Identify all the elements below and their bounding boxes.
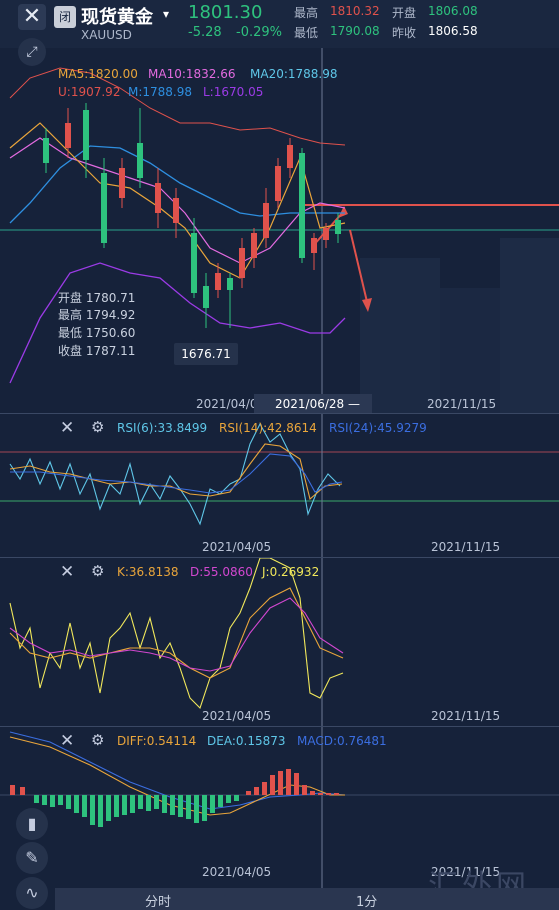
kdj-date-right: 2021/11/15 (431, 709, 501, 723)
ma5-label: MA5:1820.00 (58, 67, 138, 81)
candlestick-icon[interactable]: ▮ (16, 808, 48, 840)
ohlc-close: 收盘 1787.11 (58, 344, 136, 358)
settings-icon[interactable]: ⚙ (91, 418, 105, 436)
ohlc-low: 最低 1750.60 (58, 326, 136, 340)
open-value: 1806.08 (428, 4, 478, 18)
trend-arrow-down (349, 229, 369, 307)
price-change: -5.28 (188, 25, 222, 40)
rsi-date-right: 2021/11/15 (431, 540, 501, 554)
tab-timeshare[interactable]: 分时 (145, 895, 172, 910)
settings-icon[interactable]: ⚙ (91, 562, 105, 580)
macd-date-left: 2021/04/05 (202, 865, 272, 879)
chevron-down-icon[interactable]: ▾ (163, 7, 170, 21)
boll-upper-label: U:1907.92 (58, 85, 121, 99)
ohlc-high: 最高 1794.92 (58, 308, 136, 322)
chart-line-icon[interactable]: ∿ (16, 877, 48, 909)
status-badge: 闭 (54, 6, 76, 28)
macd-diff-label: DIFF:0.54114 (117, 734, 197, 748)
kdj-d-label: D:55.0860 (190, 565, 253, 579)
instrument-title[interactable]: 现货黄金 (81, 7, 153, 28)
last-price: 1801.30 (188, 2, 263, 23)
pen-icon[interactable]: ✎ (16, 842, 48, 874)
macd-chart[interactable] (0, 727, 559, 889)
rsi-chart[interactable] (0, 414, 559, 557)
date-label-left: 2021/04/0 (196, 397, 258, 411)
rsi6-label: RSI(6):33.8499 (117, 421, 208, 435)
price-marker: 1676.71 (174, 343, 238, 365)
open-label: 开盘 (392, 6, 417, 20)
date-label-right: 2021/11/15 (427, 397, 497, 411)
low-value: 1790.08 (330, 24, 380, 38)
instrument-symbol: XAUUSD (81, 28, 132, 42)
tool-toggle-icon[interactable]: ⤢ (18, 38, 46, 66)
arrow-down-head (362, 298, 372, 312)
period-tab-bar (55, 888, 559, 910)
ma10-label: MA10:1832.66 (148, 67, 236, 81)
boll-lower-label: L:1670.05 (203, 85, 264, 99)
close-macd-panel-icon[interactable]: ✕ (60, 731, 75, 751)
crosshair-date: 2021/06/28 — (275, 397, 360, 411)
settings-icon[interactable]: ⚙ (91, 731, 105, 749)
kdj-chart[interactable] (0, 558, 559, 726)
rsi-date-left: 2021/04/05 (202, 540, 272, 554)
high-label: 最高 (294, 6, 319, 20)
low-label: 最低 (294, 26, 319, 40)
main-chart[interactable] (0, 48, 559, 413)
kdj-k-label: K:36.8138 (117, 565, 179, 579)
macd-dea-label: DEA:0.15873 (207, 734, 286, 748)
ma20-label: MA20:1788.98 (250, 67, 338, 81)
prev-close-value: 1806.58 (428, 24, 478, 38)
price-change-percent: -0.29% (236, 25, 282, 40)
arrow-up-head (338, 206, 348, 218)
close-kdj-panel-icon[interactable]: ✕ (60, 562, 75, 582)
close-icon[interactable]: ✕ (18, 4, 46, 30)
rsi24-label: RSI(24):45.9279 (329, 421, 427, 435)
close-rsi-panel-icon[interactable]: ✕ (60, 418, 75, 438)
high-value: 1810.32 (330, 4, 380, 18)
ohlc-open: 开盘 1780.71 (58, 291, 136, 305)
macd-value-label: MACD:0.76481 (297, 734, 387, 748)
kdj-j-label: J:0.26932 (262, 565, 320, 579)
rsi14-label: RSI(14):42.8614 (219, 421, 317, 435)
prev-close-label: 昨收 (392, 26, 417, 40)
macd-date-right: 2021/11/15 (431, 865, 501, 879)
kdj-date-left: 2021/04/05 (202, 709, 272, 723)
header-bar (0, 0, 559, 48)
tab-1min[interactable]: 1分 (356, 895, 378, 910)
boll-mid-label: M:1788.98 (128, 85, 193, 99)
